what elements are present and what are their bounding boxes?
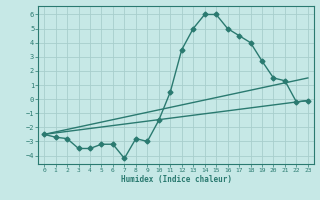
X-axis label: Humidex (Indice chaleur): Humidex (Indice chaleur) [121, 175, 231, 184]
